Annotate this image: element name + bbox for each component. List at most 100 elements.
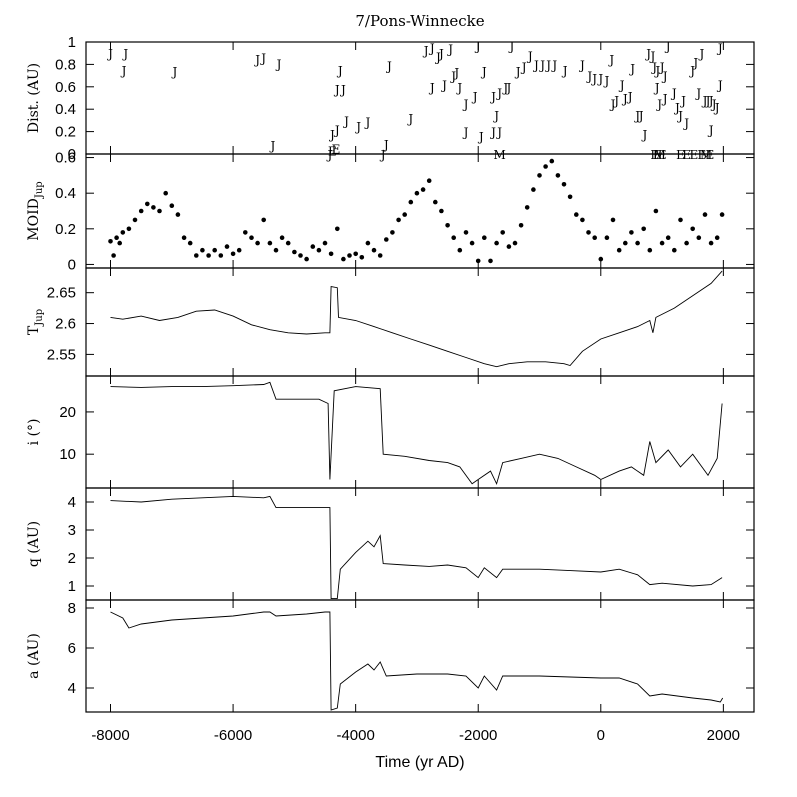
moid-point-28 — [267, 240, 273, 246]
encounter-mark-76: J — [664, 39, 671, 53]
y-tick-label-a-1: 6 — [68, 640, 76, 657]
moid-point-101 — [714, 235, 720, 240]
moid-point-16 — [194, 253, 199, 258]
encounter-mark-60: J — [607, 53, 614, 67]
encounter-mark-107: E — [706, 148, 715, 162]
moid-point-20 — [218, 253, 224, 258]
encounter-mark-92: J — [710, 98, 717, 112]
encounter-mark-49: J — [526, 49, 533, 63]
encounter-mark-10: J — [333, 123, 340, 137]
encounter-mark-21: J — [385, 60, 392, 74]
moid-point-83 — [604, 235, 610, 240]
encounter-mark-82: J — [676, 109, 683, 123]
y-tick-label-q-2: 3 — [68, 522, 76, 539]
moid-point-61 — [469, 240, 475, 246]
moid-point-34 — [304, 256, 309, 262]
moid-point-93 — [665, 235, 671, 240]
series-line-q — [110, 495, 723, 600]
moid-point-4 — [120, 230, 126, 235]
moid-point-92 — [659, 240, 665, 246]
y-tick-label-inc-1: 20 — [59, 404, 76, 421]
encounter-mark-106: M — [700, 148, 712, 162]
moid-point-29 — [273, 247, 279, 253]
encounter-mark-99: E — [653, 148, 662, 162]
series-line-inc — [110, 381, 723, 486]
encounter-mark-55: J — [578, 58, 585, 72]
moid-point-57 — [445, 223, 450, 228]
moid-point-94 — [672, 247, 677, 253]
moid-point-80 — [586, 230, 591, 235]
encounter-mark-93: J — [713, 101, 720, 115]
encounter-mark-95: J — [716, 42, 723, 56]
series-line-tjup — [110, 270, 723, 368]
encounter-mark-32: J — [455, 81, 462, 95]
moid-point-87 — [629, 230, 634, 235]
moid-point-21 — [224, 244, 230, 249]
encounter-mark-40: J — [495, 126, 502, 140]
y-tick-label-dist-3: 0.6 — [55, 79, 76, 96]
moid-point-66 — [500, 230, 506, 235]
moid-point-71 — [531, 187, 536, 192]
moid-point-69 — [518, 223, 524, 228]
moid-point-22 — [230, 251, 236, 257]
encounter-mark-68: J — [637, 109, 644, 123]
encounter-mark-1: J — [121, 47, 128, 61]
encounter-mark-81: J — [673, 101, 680, 115]
encounter-mark-36: J — [480, 65, 487, 79]
y-tick-label-tjup-0: 2.55 — [47, 346, 76, 363]
encounter-mark-100: M — [653, 148, 665, 162]
moid-point-99 — [702, 212, 708, 217]
y-tick-label-moid-1: 0.2 — [55, 221, 76, 238]
encounter-mark-11: J — [342, 114, 349, 128]
moid-point-76 — [561, 182, 567, 187]
y-tick-label-tjup-1: 2.6 — [55, 316, 76, 333]
moid-point-42 — [353, 251, 359, 257]
moid-point-41 — [347, 253, 352, 258]
encounter-mark-50: J — [532, 58, 539, 72]
moid-point-7 — [138, 208, 144, 214]
y-axis-label-main-tjup: T — [26, 325, 42, 335]
moid-point-2 — [114, 235, 119, 240]
moid-point-39 — [335, 226, 340, 232]
moid-point-73 — [543, 164, 548, 169]
moid-point-43 — [359, 254, 365, 260]
encounter-mark-2: J — [120, 64, 127, 78]
encounter-mark-65: J — [626, 90, 633, 104]
encounter-mark-44: J — [501, 81, 508, 95]
encounter-mark-88: J — [697, 47, 704, 61]
encounter-mark-96: J — [707, 123, 714, 137]
moid-point-62 — [475, 258, 481, 264]
encounter-mark-22: J — [406, 112, 413, 126]
moid-point-88 — [635, 240, 640, 246]
encounter-mark-51: J — [538, 58, 545, 72]
encounter-mark-90: J — [704, 94, 711, 108]
moid-point-74 — [549, 158, 555, 164]
y-tick-label-dist-2: 0.4 — [55, 101, 76, 118]
panel-frame-a — [85, 599, 755, 713]
y-tick-label-moid-0: 0 — [68, 256, 76, 273]
panel-a: 4 6 8 a (AU) — [26, 599, 755, 713]
encounter-mark-57: J — [590, 72, 597, 86]
moid-point-98 — [696, 235, 702, 240]
encounter-mark-46: J — [507, 39, 514, 53]
y-tick-label-dist-1: 0.2 — [55, 124, 76, 141]
encounter-mark-28: J — [428, 81, 435, 95]
y-tick-label-tjup-2: 2.65 — [47, 285, 76, 302]
encounter-mark-8: J — [325, 148, 332, 162]
y-axis-label-dist: Dist. (AU) — [26, 63, 42, 133]
encounter-mark-78: J — [655, 98, 662, 112]
encounter-mark-3: J — [170, 65, 177, 79]
panel-inc: 10 20 i (°) — [26, 375, 755, 489]
encounter-mark-48: J — [520, 61, 527, 75]
y-tick-label-dist-5: 1 — [68, 34, 76, 51]
encounter-mark-74: J — [658, 61, 665, 75]
panel-frame-q — [85, 487, 755, 601]
encounter-mark-94: J — [716, 79, 723, 93]
moid-point-38 — [328, 251, 334, 257]
moid-point-59 — [457, 247, 463, 253]
encounter-mark-89: J — [701, 94, 708, 108]
encounter-mark-25: J — [434, 51, 441, 65]
moid-point-77 — [567, 194, 573, 200]
moid-point-11 — [163, 190, 168, 196]
